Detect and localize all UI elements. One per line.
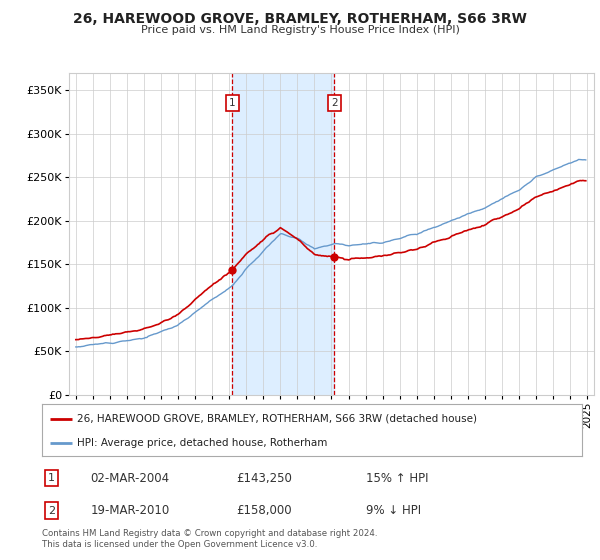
Text: 1: 1: [229, 98, 235, 108]
Text: 15% ↑ HPI: 15% ↑ HPI: [366, 472, 428, 485]
Text: 26, HAREWOOD GROVE, BRAMLEY, ROTHERHAM, S66 3RW: 26, HAREWOOD GROVE, BRAMLEY, ROTHERHAM, …: [73, 12, 527, 26]
Text: £158,000: £158,000: [236, 504, 292, 517]
Text: £143,250: £143,250: [236, 472, 292, 485]
Text: Contains HM Land Registry data © Crown copyright and database right 2024.
This d: Contains HM Land Registry data © Crown c…: [42, 529, 377, 549]
Text: 02-MAR-2004: 02-MAR-2004: [91, 472, 170, 485]
Bar: [232, 73, 334, 395]
Text: HPI: Average price, detached house, Rotherham: HPI: Average price, detached house, Roth…: [77, 438, 328, 449]
Text: 9% ↓ HPI: 9% ↓ HPI: [366, 504, 421, 517]
Text: 2: 2: [48, 506, 55, 516]
Text: 26, HAREWOOD GROVE, BRAMLEY, ROTHERHAM, S66 3RW (detached house): 26, HAREWOOD GROVE, BRAMLEY, ROTHERHAM, …: [77, 414, 477, 424]
Text: 2: 2: [331, 98, 338, 108]
Text: Price paid vs. HM Land Registry's House Price Index (HPI): Price paid vs. HM Land Registry's House …: [140, 25, 460, 35]
Text: 19-MAR-2010: 19-MAR-2010: [91, 504, 170, 517]
Text: 1: 1: [48, 473, 55, 483]
